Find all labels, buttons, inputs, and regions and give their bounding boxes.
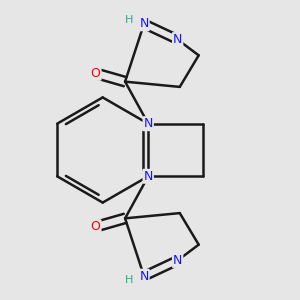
Text: H: H (125, 15, 134, 25)
Text: N: N (143, 170, 153, 183)
Text: N: N (143, 117, 153, 130)
Text: O: O (91, 220, 100, 233)
Text: H: H (125, 275, 134, 285)
Text: N: N (173, 33, 182, 46)
Text: N: N (139, 17, 149, 30)
Text: N: N (139, 270, 149, 283)
Text: N: N (173, 254, 182, 267)
Text: O: O (91, 67, 100, 80)
